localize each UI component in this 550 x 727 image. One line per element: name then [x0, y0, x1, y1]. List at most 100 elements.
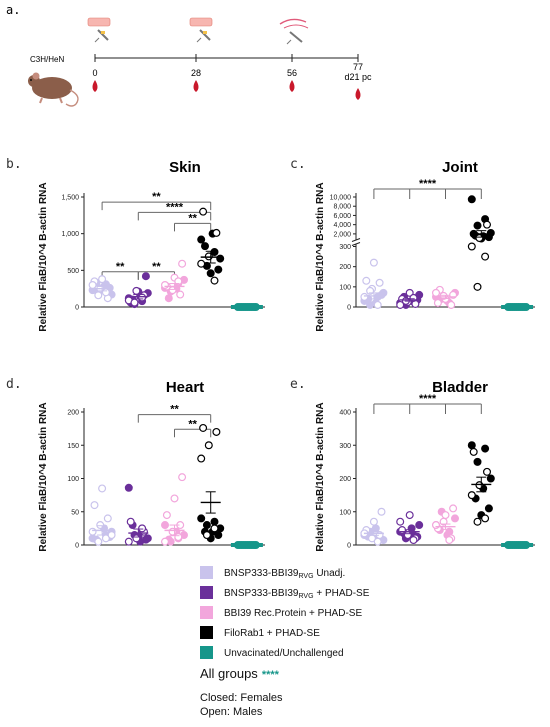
data-point-male [199, 423, 208, 432]
data-point-male [362, 276, 371, 285]
data-point-male [369, 258, 378, 267]
y-tick-label: 200 [339, 476, 351, 483]
y-tick-label: 8,000 [333, 204, 351, 211]
timeline-end-label: d21 pc [344, 72, 372, 82]
legend-note-closed: Closed: Females [200, 692, 283, 704]
data-point-male [103, 514, 112, 523]
data-point-female [197, 514, 206, 523]
data-point-female [473, 457, 482, 466]
data-point-male [405, 511, 414, 520]
legend-item-filorab1: FiloRab1 + PHAD-SE [200, 626, 320, 639]
y-axis-label-joint: Relative FlaB/10^4 B-actin RNA [315, 182, 326, 331]
panel-label-c: c. [290, 157, 306, 172]
data-point-male [473, 282, 482, 291]
data-point-female [484, 504, 493, 513]
data-point-male [467, 491, 476, 500]
data-point-male [375, 278, 384, 287]
significance-label: ** [152, 191, 161, 203]
y-tick-label: 6,000 [333, 213, 351, 220]
significance-label: **** [166, 201, 184, 213]
y-axis-label-heart: Relative FlaB/10^4 B-actin RNA [38, 402, 49, 551]
chart-panel-heart: d. Heart Relative FlaB/10^4 B-actin RNA … [6, 377, 265, 552]
blood-drop-icon-day28 [193, 80, 199, 92]
unvaccinated-bar [501, 543, 534, 547]
panel-label-a: a. [6, 3, 20, 17]
mouse-icon [28, 72, 79, 107]
data-point-male [176, 290, 185, 299]
legend-label: Unvacinated/Unchallenged [224, 648, 344, 659]
panel-label-b: b. [6, 157, 22, 172]
data-point-male [210, 276, 219, 285]
data-point-female [214, 265, 223, 274]
y-tick-label: 1,500 [61, 195, 79, 202]
data-point-male [409, 536, 418, 545]
data-point-male [197, 259, 206, 268]
data-point-male [126, 517, 135, 526]
y-axis-label-skin: Relative FlaB/10^4 B-actin RNA [38, 182, 49, 331]
y-tick-label: 400 [339, 410, 351, 417]
y-tick-label: 1,000 [61, 231, 79, 238]
data-point-female [371, 524, 380, 533]
y-tick-label: 10,000 [330, 195, 352, 202]
data-point-male [174, 533, 183, 542]
data-point-male [199, 207, 208, 216]
data-point-male [212, 427, 221, 436]
data-point-male [130, 298, 139, 307]
panel-label-e: e. [290, 377, 306, 392]
data-point-male [98, 484, 107, 493]
y-tick-label: 100 [67, 476, 79, 483]
timeline-day-56: 56 [287, 68, 297, 78]
axis-break-gap [352, 239, 360, 245]
data-point-male [373, 537, 382, 546]
data-point-male [202, 531, 211, 540]
axis-break-mark [351, 238, 361, 242]
data-point-male [101, 288, 110, 297]
data-point-male [360, 292, 369, 301]
data-point-female [206, 269, 215, 278]
blood-drop-icon-day77 [355, 88, 361, 100]
data-point-male [88, 527, 97, 536]
data-point-male [447, 300, 456, 309]
y-tick-label: 100 [339, 509, 351, 516]
data-point-female [451, 514, 460, 523]
data-point-male [178, 473, 187, 482]
data-point-male [398, 526, 407, 535]
significance-label: ** [188, 212, 197, 224]
data-point-male [161, 281, 170, 290]
data-point-male [107, 531, 116, 540]
data-point-male [197, 454, 206, 463]
timeline-day-28: 28 [191, 68, 201, 78]
y-tick-label: 300 [339, 443, 351, 450]
data-point-male [396, 300, 405, 309]
legend-item-unvaccinated: Unvacinated/Unchallenged [200, 646, 344, 659]
data-point-male [369, 517, 378, 526]
data-point-male [124, 537, 133, 546]
data-point-male [467, 242, 476, 251]
data-point-male [396, 517, 405, 526]
data-point-male [449, 504, 458, 513]
data-point-female [415, 521, 424, 530]
legend-swatch [200, 566, 213, 579]
data-point-male [161, 537, 170, 546]
data-point-male [433, 298, 442, 307]
chart-panel-bladder: e. Bladder Relative FlaB/10^4 B-actin RN… [290, 377, 535, 552]
legend-swatch [200, 606, 213, 619]
data-point-male [481, 514, 490, 523]
chart-title-skin: Skin [169, 159, 201, 176]
legend-swatch [200, 646, 213, 659]
unvaccinated-bar [501, 305, 534, 309]
significance-label: ** [116, 261, 125, 273]
data-point-female [124, 483, 133, 492]
significance-label: ** [152, 261, 161, 273]
data-point-male [373, 300, 382, 309]
plot-area-bladder: 0 100 200 300 400 **** [339, 393, 535, 550]
data-point-male [445, 536, 454, 545]
data-point-female [473, 221, 482, 230]
y-tick-label: 500 [67, 268, 79, 275]
data-point-female [467, 441, 476, 450]
data-point-female [486, 474, 495, 483]
timeline-panel: a. C3H/HeN 0 28 56 77 d21 pc [6, 3, 372, 107]
data-point-male [473, 517, 482, 526]
